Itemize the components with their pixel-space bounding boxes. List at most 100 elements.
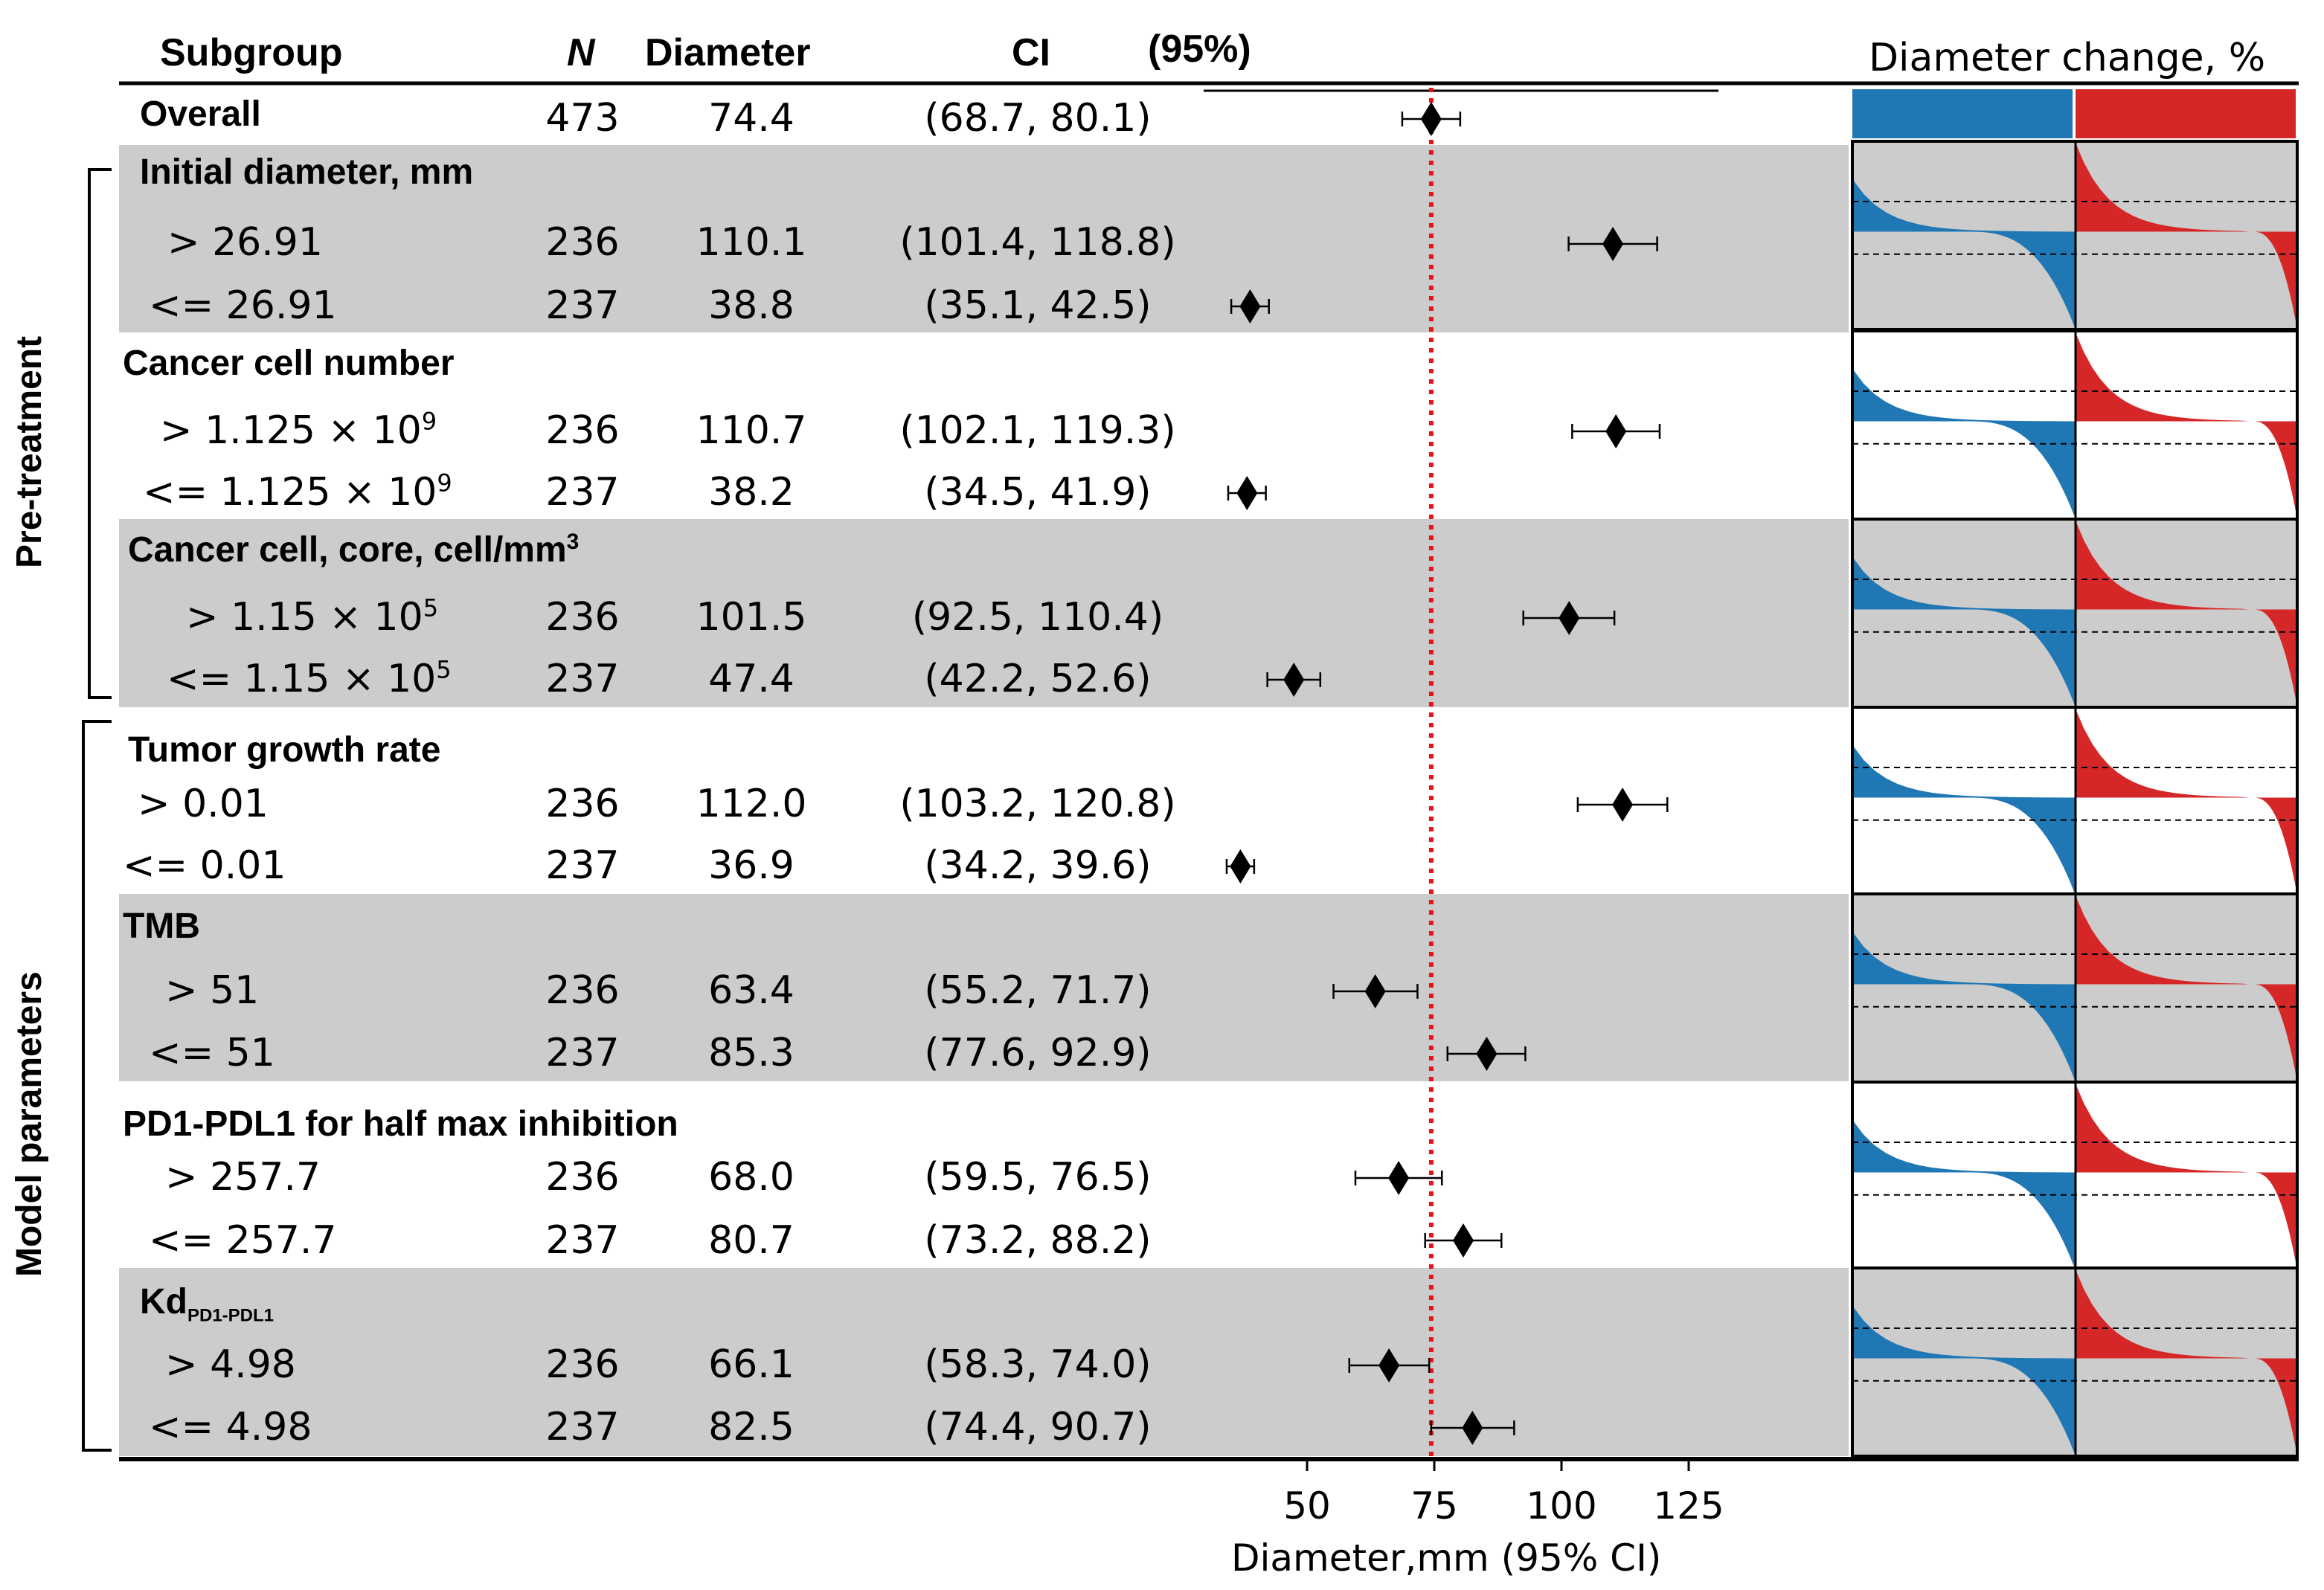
- row-diameter: 63.4: [708, 968, 795, 1013]
- row-n: 237: [545, 657, 620, 701]
- header-n: N: [567, 31, 595, 74]
- row-label: <= 257.7: [149, 1218, 337, 1263]
- row-label: > 1.125 × 109: [160, 407, 437, 453]
- estimate-diamond: [1476, 1037, 1498, 1071]
- row-n: 237: [545, 1405, 620, 1449]
- lower-waterfall-lower-part: [1964, 797, 2076, 895]
- bracket-pre-treatment: [88, 168, 112, 699]
- row-ci: (74.4, 90.7): [924, 1405, 1152, 1449]
- row-diameter: 38.2: [708, 470, 795, 515]
- estimate-diamond: [1420, 102, 1442, 136]
- group-title-initial-diameter: Initial diameter, mm: [140, 152, 474, 192]
- upper-waterfall-lower-part: [2253, 609, 2297, 707]
- estimate-diamond: [1388, 1161, 1410, 1195]
- upper-waterfall-lower-part: [2253, 231, 2297, 329]
- upper-waterfall-upper-part: [2076, 143, 2249, 232]
- row-n: 236: [545, 968, 620, 1013]
- upper-waterfall-lower-part: [2253, 421, 2297, 519]
- upper-waterfall-upper-part: [2076, 709, 2249, 798]
- estimate-diamond: [1236, 476, 1258, 510]
- estimate-diamond: [1559, 601, 1580, 635]
- lower-waterfall-lower-part: [1964, 231, 2076, 329]
- band-tmb: [119, 894, 1849, 1081]
- row-diameter: 85.3: [708, 1031, 795, 1075]
- lower-waterfall-upper-part: [1852, 368, 2076, 422]
- row-label: <= 1.15 × 105: [167, 655, 452, 701]
- row-n: 236: [545, 1155, 620, 1200]
- row-ci: (59.5, 76.5): [924, 1155, 1152, 1200]
- header-ci-pct: (95%): [1148, 28, 1251, 71]
- row-n: 236: [545, 220, 620, 265]
- row-ci: (42.2, 52.6): [924, 657, 1152, 701]
- row-ci: (58.3, 74.0): [924, 1342, 1152, 1387]
- group-title-tmb: TMB: [123, 907, 200, 946]
- upper-waterfall-upper-part: [2076, 332, 2249, 422]
- axis-tick-label: 100: [1526, 1484, 1597, 1528]
- upper-waterfall-upper-part: [2076, 895, 2249, 985]
- header-diameter: Diameter: [645, 31, 811, 74]
- row-diameter: 47.4: [708, 657, 795, 701]
- estimate-diamond: [1239, 289, 1261, 324]
- row-label: > 257.7: [165, 1155, 321, 1200]
- lower-waterfall-upper-part: [1852, 178, 2076, 232]
- axis-tick-label: 125: [1653, 1484, 1724, 1528]
- group-title-tumor-growth-rate: Tumor growth rate: [128, 730, 441, 770]
- row-diameter: 68.0: [708, 1155, 795, 1200]
- header-diameter-change: Diameter change, %: [1869, 36, 2266, 80]
- row-label: <= 51: [149, 1031, 275, 1075]
- row-label: <= 26.91: [149, 283, 337, 328]
- group-title-pd1-pdl1: PD1-PDL1 for half max inhibition: [123, 1104, 678, 1144]
- row-ci: (77.6, 92.9): [924, 1031, 1152, 1075]
- row-n: 237: [545, 1031, 620, 1075]
- row-n: 237: [545, 283, 620, 328]
- group-title-cancer-cell-number: Cancer cell number: [123, 344, 455, 383]
- row-n: 236: [545, 1342, 620, 1387]
- row-ci: (34.5, 41.9): [924, 470, 1152, 515]
- row-label: > 1.15 × 105: [186, 593, 439, 640]
- diameter-change-panel: [1851, 329, 2299, 521]
- diameter-change-panel: [1851, 892, 2299, 1084]
- estimate-diamond: [1605, 414, 1627, 448]
- estimate-diamond: [1283, 663, 1305, 697]
- diameter-change-panel: [1851, 1266, 2299, 1458]
- diameter-change-panel: [1851, 518, 2299, 709]
- estimate-diamond: [1462, 1411, 1483, 1445]
- overall-n: 473: [545, 96, 620, 141]
- axis-tick-label: 50: [1283, 1484, 1331, 1528]
- row-n: 236: [545, 408, 620, 453]
- axis-label: Diameter,mm (95% CI): [1231, 1536, 1662, 1580]
- row-label: <= 0.01: [123, 843, 286, 888]
- row-diameter: 36.9: [708, 843, 795, 888]
- estimate-diamond: [1364, 974, 1386, 1008]
- row-diameter: 66.1: [708, 1342, 795, 1387]
- lower-waterfall-upper-part: [1852, 1305, 2076, 1359]
- row-diameter: 110.7: [696, 408, 807, 453]
- diameter-change-panel: [1851, 706, 2299, 897]
- row-diameter: 82.5: [708, 1405, 795, 1449]
- diameter-change-panel: [1851, 140, 2299, 331]
- upper-waterfall-lower-part: [2253, 1358, 2297, 1456]
- row-ci: (102.1, 119.3): [899, 408, 1176, 453]
- row-label: > 4.98: [165, 1342, 296, 1387]
- band-kd: [119, 1268, 1849, 1456]
- upper-waterfall-lower-part: [2253, 984, 2297, 1082]
- row-ci: (34.2, 39.6): [924, 843, 1152, 888]
- estimate-diamond: [1378, 1348, 1400, 1383]
- group-title-cancer-cell-core: Cancer cell, core, cell/mm3: [128, 530, 580, 570]
- row-n: 237: [545, 1218, 620, 1263]
- row-diameter: 112.0: [696, 782, 807, 826]
- band-initial-diameter: [119, 145, 1849, 332]
- row-ci: (103.2, 120.8): [899, 782, 1176, 826]
- row-diameter: 80.7: [708, 1218, 795, 1263]
- row-label: <= 4.98: [149, 1405, 312, 1449]
- row-n: 237: [545, 843, 620, 888]
- upper-waterfall-lower-part: [2253, 797, 2297, 895]
- header-ci: CI: [1012, 31, 1050, 74]
- row-diameter: 110.1: [696, 220, 807, 265]
- lower-waterfall-lower-part: [1964, 609, 2076, 707]
- group-title-kd: KdPD1-PDL1: [140, 1282, 275, 1326]
- row-label: > 26.91: [167, 220, 323, 265]
- estimate-diamond: [1612, 788, 1634, 822]
- upper-waterfall-upper-part: [2076, 521, 2249, 610]
